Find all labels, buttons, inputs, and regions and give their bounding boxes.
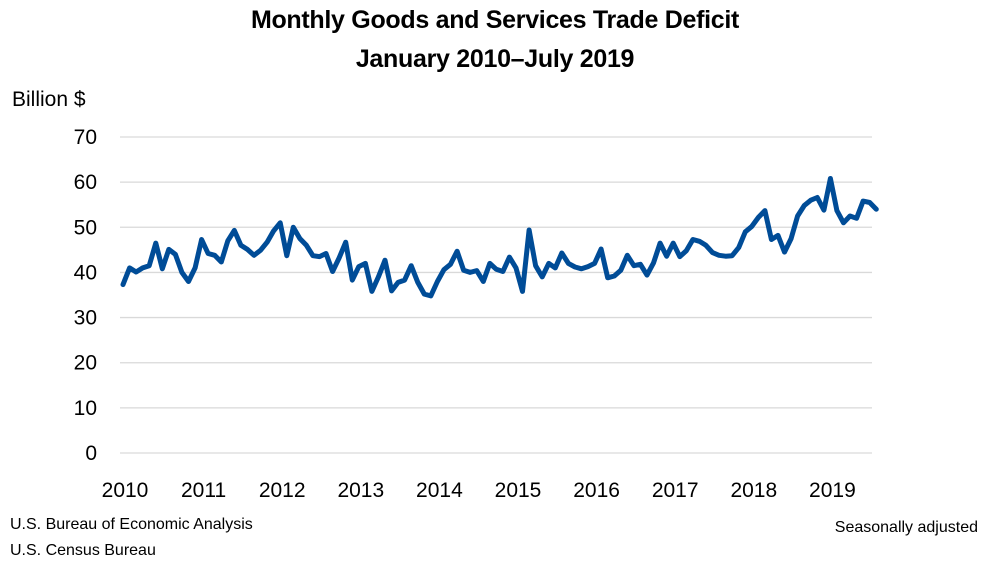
x-tick-label: 2018 (730, 479, 777, 502)
x-tick-label: 2012 (259, 479, 306, 502)
x-tick-label: 2017 (652, 479, 699, 502)
x-tick-label: 2015 (495, 479, 542, 502)
y-tick-label: 0 (85, 442, 97, 465)
y-tick-label: 70 (74, 126, 97, 149)
seasonal-adjustment-note: Seasonally adjusted (834, 519, 978, 536)
y-tick-label: 60 (74, 171, 97, 194)
x-tick-label: 2019 (809, 479, 856, 502)
y-tick-label: 10 (74, 397, 97, 420)
gridlines (120, 136, 872, 454)
y-tick-label: 40 (74, 261, 97, 284)
y-tick-label: 50 (74, 216, 97, 239)
y-tick-labels: 0 10 20 30 40 50 60 70 (74, 126, 97, 465)
y-tick-label: 20 (74, 352, 97, 375)
series-lines (120, 176, 879, 299)
y-axis-label: Billion $ (12, 88, 86, 111)
source-bea: U.S. Bureau of Economic Analysis (10, 516, 253, 533)
chart-subtitle: January 2010–July 2019 (355, 45, 635, 73)
series-line-trade-deficit (120, 176, 879, 299)
y-tick-label: 30 (74, 307, 97, 330)
chart-title: Monthly Goods and Services Trade Deficit (250, 6, 740, 34)
x-tick-label: 2014 (416, 479, 463, 502)
x-tick-label: 2016 (573, 479, 620, 502)
x-tick-label: 2013 (337, 479, 384, 502)
x-tick-label: 2010 (102, 479, 149, 502)
source-census: U.S. Census Bureau (10, 542, 156, 559)
x-tick-labels: 2010 2011 2012 2013 2014 2015 2016 2017 2018 2019 (102, 479, 856, 502)
x-tick-label: 2011 (181, 479, 226, 502)
